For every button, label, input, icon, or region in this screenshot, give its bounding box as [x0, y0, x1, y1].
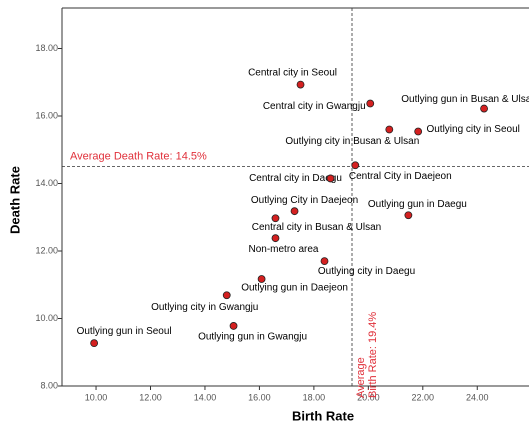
point-label: Outlying city in Seoul: [426, 124, 519, 135]
point-label: Outlying city in Daegu: [318, 266, 415, 277]
x-tick-label: 12.00: [139, 392, 162, 402]
point: [404, 211, 413, 220]
point: [90, 339, 99, 348]
point-label: Outlying City in Daejeon: [251, 195, 358, 206]
point-label: Non-metro area: [248, 244, 318, 255]
point-label: Central city in Gwangju: [263, 101, 366, 112]
y-tick-label: 12.00: [35, 245, 58, 255]
point: [320, 257, 329, 266]
point-label: Outlying gun in Busan & Ulsan: [401, 94, 529, 105]
point-label: Outlying city in Gwangju: [151, 302, 258, 313]
point: [271, 214, 280, 223]
y-tick-label: 16.00: [35, 110, 58, 120]
reference-label: Average Death Rate: 14.5%: [70, 151, 207, 163]
x-tick-label: 18.00: [303, 392, 326, 402]
reference-label: Average: [355, 357, 367, 398]
reference-label: Birth Rate: 19.4%: [367, 312, 379, 398]
point-label: Central city in Seoul: [248, 67, 337, 78]
point-label: Central city in Busan & Ulsan: [252, 222, 382, 233]
point: [257, 275, 266, 283]
point: [296, 80, 305, 89]
point-label: Central city in Daegu: [249, 173, 342, 184]
y-tick-label: 18.00: [35, 43, 58, 53]
point: [271, 234, 280, 243]
point: [366, 99, 375, 108]
point-label: Outlying gun in Seoul: [77, 326, 172, 337]
point-label: Outlying gun in Gwangju: [198, 332, 307, 343]
y-tick-label: 10.00: [35, 313, 58, 323]
point-label: Outlying gun in Daegu: [368, 199, 467, 210]
point: [290, 207, 299, 216]
x-tick-label: 16.00: [248, 392, 271, 402]
point: [351, 161, 360, 170]
y-axis-label: Death Rate: [7, 166, 22, 234]
point: [414, 127, 423, 136]
point: [222, 291, 231, 300]
x-tick-label: 20.00: [357, 392, 380, 402]
point: [326, 174, 335, 183]
x-tick-label: 10.00: [85, 392, 108, 402]
x-axis-label: Birth Rate: [292, 408, 354, 423]
x-tick-label: 14.00: [194, 392, 217, 402]
y-tick-label: 14.00: [35, 178, 58, 188]
point-label: Outlying city in Busan & Ulsan: [285, 136, 419, 147]
x-tick-label: 22.00: [412, 392, 435, 402]
point: [385, 125, 394, 134]
point-label: Outlying gun in Daejeon: [241, 283, 348, 294]
point: [229, 322, 238, 330]
point: [480, 104, 488, 113]
point-label: Central City in Daejeon: [349, 171, 452, 182]
x-tick-label: 24.00: [466, 392, 489, 402]
y-tick-label: 8.00: [40, 380, 58, 390]
